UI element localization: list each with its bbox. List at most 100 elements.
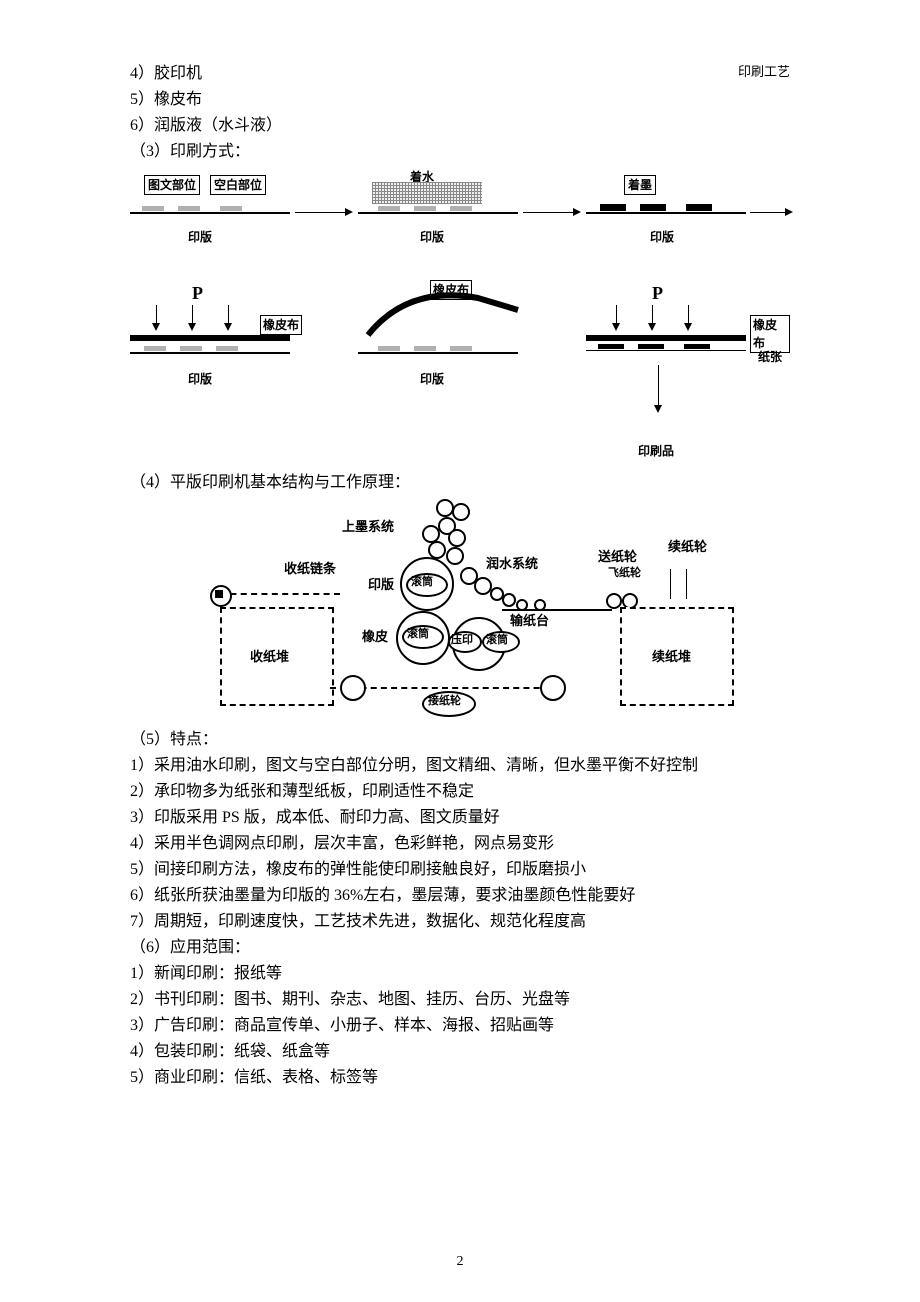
- gray-segment: [144, 346, 166, 351]
- list-item: 4）包装印刷：纸袋、纸盒等: [130, 1040, 790, 1064]
- arrow-head: [345, 208, 353, 216]
- list-item: 6）润版液（水斗液）: [130, 114, 790, 138]
- label-zhuomo: 着墨: [624, 175, 656, 195]
- gray-segment: [450, 206, 472, 211]
- label-yayin: 压印: [451, 632, 473, 649]
- black-segment: [598, 344, 624, 349]
- press-structure-diagram: 上墨系统 印版 滚筒 润水系统 橡皮 滚筒 压印 滚筒 输纸台 送纸轮 续纸轮: [190, 499, 740, 724]
- list-item: 2）书刊印刷：图书、期刊、杂志、地图、挂历、台历、光盘等: [130, 988, 790, 1012]
- list-item: 2）承印物多为纸张和薄型纸板，印刷适性不稳定: [130, 780, 790, 804]
- label-plate: 印版: [188, 370, 212, 388]
- sprocket: [340, 675, 366, 701]
- label-blanket: 橡皮布: [260, 315, 302, 335]
- arrow-line: [688, 305, 689, 323]
- list-item: 5）商业印刷：信纸、表格、标签等: [130, 1066, 790, 1090]
- line: [586, 212, 746, 214]
- blanket-bar: [586, 335, 746, 341]
- list-item: 3）广告印刷：商品宣传单、小册子、样本、海报、招贴画等: [130, 1014, 790, 1038]
- page: 印刷工艺 4）胶印机 5）橡皮布 6）润版液（水斗液） （3）印刷方式： 图文部…: [0, 0, 920, 1302]
- label-image-area: 图文部位: [144, 175, 200, 195]
- list-item: （3）印刷方式：: [130, 140, 790, 164]
- roller: [448, 529, 466, 547]
- label-product: 印刷品: [638, 442, 674, 460]
- line: [358, 212, 518, 214]
- arrow-head: [684, 323, 692, 331]
- list-item: 7）周期短，印刷速度快，工艺技术先进，数据化、规范化程度高: [130, 910, 790, 934]
- gray-segment: [178, 206, 200, 211]
- sprocket: [540, 675, 566, 701]
- gray-segment: [450, 346, 472, 351]
- label-paper: 纸张: [758, 348, 782, 366]
- section-5: （5）特点： 1）采用油水印刷，图文与空白部位分明，图文精细、清晰，但水墨平衡不…: [130, 728, 790, 934]
- arrow-head: [612, 323, 620, 331]
- list-item: 1）新闻印刷：报纸等: [130, 962, 790, 986]
- label-songzhi: 送纸轮: [598, 547, 637, 567]
- roller: [446, 547, 464, 565]
- arrow-line: [652, 305, 653, 323]
- label-cylinder: 滚筒: [411, 574, 433, 591]
- arrow-line: [228, 305, 229, 323]
- list-item: 4）采用半色调网点印刷，层次丰富，色彩鲜艳，网点易变形: [130, 832, 790, 856]
- label-feed-pile: 续纸堆: [652, 647, 691, 667]
- label-delivery-chain: 收纸链条: [284, 559, 336, 579]
- label-yinban: 印版: [368, 575, 394, 595]
- gray-segment: [414, 346, 436, 351]
- arrow-line: [156, 305, 157, 323]
- arrow-head: [573, 208, 581, 216]
- arrow-head: [188, 323, 196, 331]
- arrow-head: [654, 405, 662, 413]
- label-cylinder: 滚筒: [486, 632, 508, 649]
- label-cylinder: 滚筒: [407, 626, 429, 643]
- gray-segment: [378, 206, 400, 211]
- arrow-line: [616, 305, 617, 323]
- arrow-line: [658, 365, 659, 405]
- gray-segment: [142, 206, 164, 211]
- list-item: 3）印版采用 PS 版，成本低、耐印力高、图文质量好: [130, 806, 790, 830]
- gray-segment: [220, 206, 242, 211]
- roller: [502, 593, 516, 607]
- label-plate: 印版: [188, 228, 212, 246]
- label-blanket: 橡皮布: [430, 280, 472, 300]
- list-item: 5）间接印刷方法，橡皮布的弹性能使印刷接触良好，印版磨损小: [130, 858, 790, 882]
- section-6: （6）应用范围： 1）新闻印刷：报纸等 2）书刊印刷：图书、期刊、杂志、地图、挂…: [130, 936, 790, 1090]
- arrow-line: [192, 305, 193, 323]
- sprocket-dot: [215, 590, 223, 598]
- arrow-head: [785, 208, 793, 216]
- heading: （5）特点：: [130, 728, 790, 752]
- list-item: 6）纸张所获油墨量为印版的 36%左右，墨层薄，要求油墨颜色性能要好: [130, 884, 790, 908]
- label-feizhi2: 飞纸轮: [608, 565, 641, 582]
- label-plate: 印版: [420, 228, 444, 246]
- line: [670, 569, 671, 599]
- small-roller: [534, 599, 546, 611]
- roller: [436, 499, 454, 517]
- arrow-line: [523, 212, 573, 213]
- label-blanket: 橡皮: [362, 627, 388, 647]
- list-item: 5）橡皮布: [130, 88, 790, 112]
- label-ink-system: 上墨系统: [342, 517, 394, 537]
- list-item: 1）采用油水印刷，图文与空白部位分明，图文精细、清晰，但水墨平衡不好控制: [130, 754, 790, 778]
- line: [130, 212, 290, 214]
- arrow-head: [648, 323, 656, 331]
- heading: （4）平版印刷机基本结构与工作原理：: [130, 471, 790, 495]
- list-item: 4）胶印机: [130, 62, 790, 86]
- black-segment: [638, 344, 664, 349]
- label-water-system: 润水系统: [486, 554, 538, 574]
- label-gripper: 接纸轮: [428, 693, 461, 710]
- gray-segment: [414, 206, 436, 211]
- heading: （6）应用范围：: [130, 936, 790, 960]
- printing-process-diagram: 图文部位 空白部位 印版 着水 印版 着墨 印版 P: [130, 170, 790, 465]
- label-blank-area: 空白部位: [210, 175, 266, 195]
- black-segment: [640, 204, 666, 211]
- arrow-head: [152, 323, 160, 331]
- label-plate: 印版: [420, 370, 444, 388]
- arrow-line: [295, 212, 345, 213]
- black-segment: [686, 204, 712, 211]
- label-feizhi: 续纸轮: [668, 537, 707, 557]
- chain-line: [220, 593, 340, 598]
- label-P: P: [192, 280, 203, 307]
- arrow-line: [750, 212, 785, 213]
- label-P: P: [652, 280, 663, 307]
- arrow-head: [224, 323, 232, 331]
- line: [686, 569, 687, 599]
- section-4-title: （4）平版印刷机基本结构与工作原理：: [130, 471, 790, 495]
